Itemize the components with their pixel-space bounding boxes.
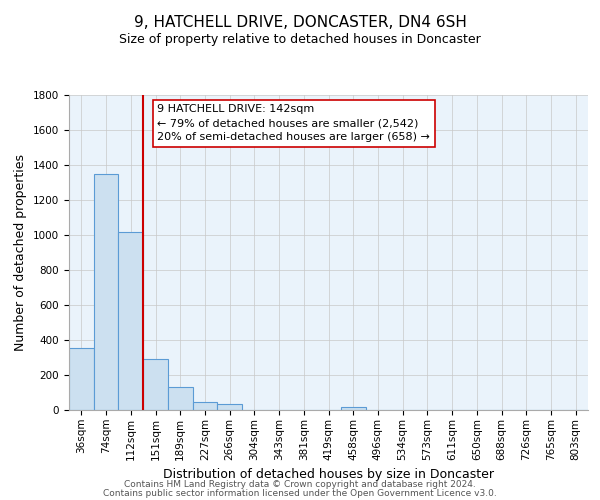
Y-axis label: Number of detached properties: Number of detached properties <box>14 154 28 351</box>
Text: Contains public sector information licensed under the Open Government Licence v3: Contains public sector information licen… <box>103 490 497 498</box>
Text: Contains HM Land Registry data © Crown copyright and database right 2024.: Contains HM Land Registry data © Crown c… <box>124 480 476 489</box>
Bar <box>118 232 143 410</box>
Bar <box>217 404 242 410</box>
Text: Size of property relative to detached houses in Doncaster: Size of property relative to detached ho… <box>119 32 481 46</box>
X-axis label: Distribution of detached houses by size in Doncaster: Distribution of detached houses by size … <box>163 468 494 481</box>
Bar <box>94 174 118 410</box>
Bar <box>168 387 193 410</box>
Bar <box>143 359 168 410</box>
Bar <box>193 402 217 410</box>
Text: 9 HATCHELL DRIVE: 142sqm
← 79% of detached houses are smaller (2,542)
20% of sem: 9 HATCHELL DRIVE: 142sqm ← 79% of detach… <box>157 104 430 142</box>
Text: 9, HATCHELL DRIVE, DONCASTER, DN4 6SH: 9, HATCHELL DRIVE, DONCASTER, DN4 6SH <box>134 15 466 30</box>
Bar <box>69 348 94 410</box>
Bar <box>341 406 365 410</box>
